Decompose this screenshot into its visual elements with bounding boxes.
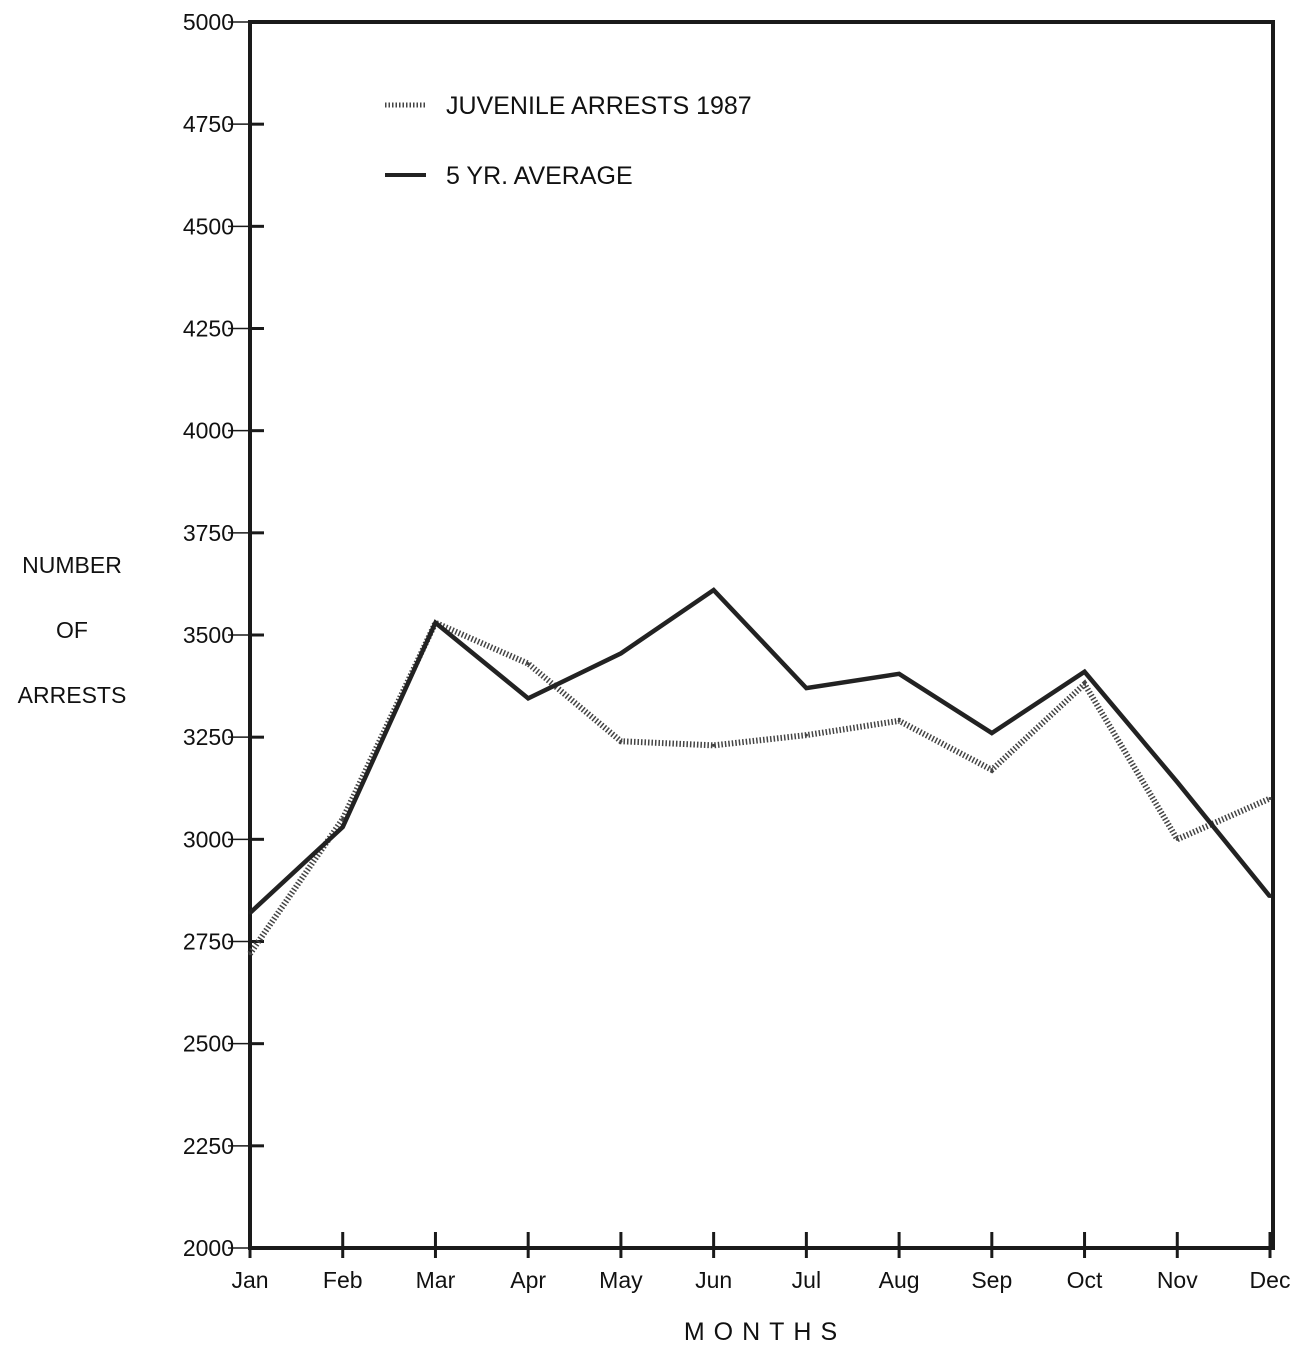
data-point-5yr-average (1175, 780, 1179, 784)
y-axis-label-line-3: ARRESTS (18, 682, 127, 708)
data-point-5yr-average (619, 651, 623, 655)
data-point-5yr-average (897, 672, 901, 676)
series-line-5yr-average (248, 587, 1272, 915)
y-tick-label: 2000 (183, 1235, 234, 1261)
y-tick-label: 3500 (183, 622, 234, 648)
legend: JUVENILE ARRESTS 1987 5 YR. AVERAGE (385, 92, 752, 190)
data-point-juvenile-arrests (526, 662, 530, 666)
x-axis-label: MONTHS (684, 1318, 846, 1346)
legend-label-juvenile-arrests: JUVENILE ARRESTS 1987 (446, 92, 752, 120)
y-tick-label: 3000 (183, 826, 234, 852)
data-point-juvenile-arrests (1083, 682, 1087, 686)
data-point-juvenile-arrests (1268, 796, 1272, 800)
x-tick-label: May (599, 1267, 643, 1293)
data-point-juvenile-arrests (248, 952, 252, 956)
data-point-5yr-average (804, 686, 808, 690)
data-point-juvenile-arrests (897, 719, 901, 723)
series-line-juvenile-arrests-1987 (247, 618, 1272, 956)
data-point-5yr-average (712, 588, 716, 592)
data-point-juvenile-arrests (619, 739, 623, 743)
y-tick-label: 3750 (183, 520, 234, 546)
x-tick-label: Nov (1157, 1267, 1198, 1293)
y-tick-label: 5000 (183, 9, 234, 35)
data-point-5yr-average (1268, 895, 1272, 899)
x-tick-label: Jun (695, 1267, 732, 1293)
data-point-5yr-average (990, 731, 994, 735)
y-tick-label: 4250 (183, 316, 234, 342)
x-tick-label: Feb (323, 1267, 363, 1293)
y-tick-label: 4750 (183, 111, 234, 137)
x-tick-label: Dec (1250, 1267, 1291, 1293)
x-tick-label: Apr (510, 1267, 546, 1293)
y-tick-label: 2750 (183, 929, 234, 955)
data-point-5yr-average (248, 911, 252, 915)
x-tick-label: Jul (792, 1267, 821, 1293)
plot-area-frame (248, 20, 1275, 1250)
x-tick-label: Sep (971, 1267, 1012, 1293)
y-tick-label: 4500 (183, 213, 234, 239)
data-point-juvenile-arrests (804, 733, 808, 737)
y-tick-label: 3250 (183, 724, 234, 750)
x-tick-label: Mar (416, 1267, 456, 1293)
x-axis: Jan Feb Mar Apr May Jun Jul Aug Sep Oct Nov Dec (231, 1232, 1290, 1293)
y-tick-label: 2250 (183, 1133, 234, 1159)
data-point-5yr-average (526, 696, 530, 700)
y-tick-label: 2500 (183, 1031, 234, 1057)
y-axis-label-line-1: NUMBER (22, 552, 122, 578)
data-point-juvenile-arrests (990, 768, 994, 772)
data-point-juvenile-arrests (712, 743, 716, 747)
y-axis: 2000 2250 2500 2750 3000 3250 3500 3750 4000 4250… (183, 9, 264, 1261)
x-tick-label: Aug (879, 1267, 920, 1293)
x-tick-label: Oct (1067, 1267, 1103, 1293)
series-layer (247, 587, 1272, 956)
data-point-5yr-average (341, 825, 345, 829)
data-point-5yr-average (433, 621, 437, 625)
data-point-juvenile-arrests (1175, 837, 1179, 841)
y-tick-label: 4000 (183, 418, 234, 444)
data-point-5yr-average (1083, 670, 1087, 674)
x-tick-label: Jan (231, 1267, 268, 1293)
y-axis-label-line-2: OF (56, 617, 88, 643)
legend-label-5yr-average: 5 YR. AVERAGE (446, 162, 633, 190)
data-point-juvenile-arrests (341, 817, 345, 821)
